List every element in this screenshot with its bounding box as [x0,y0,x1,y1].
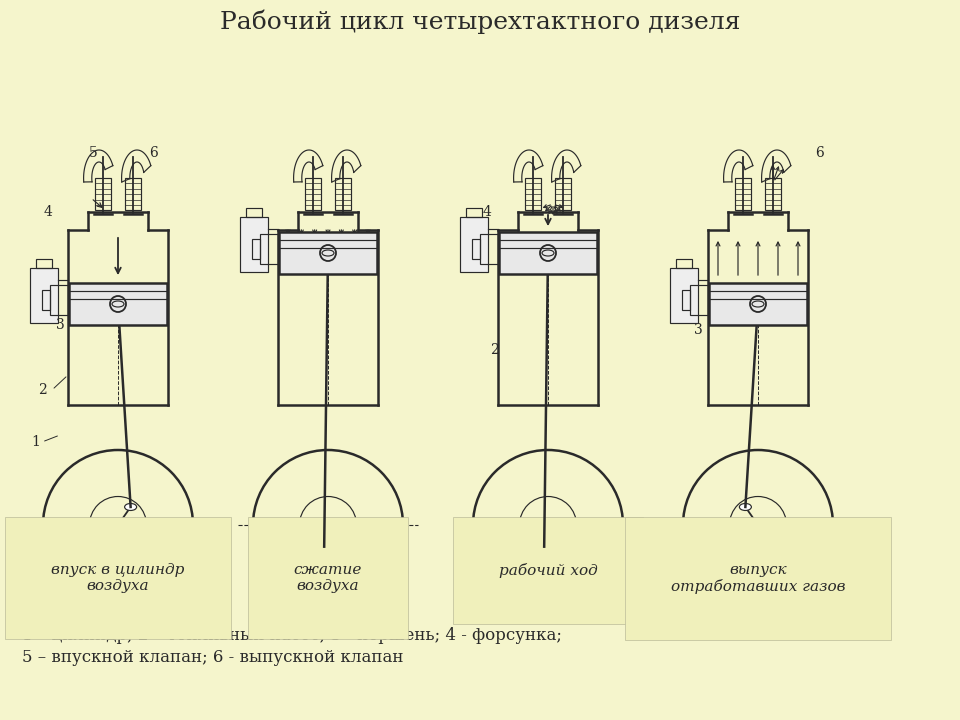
Text: 4: 4 [43,205,53,219]
Bar [676,259,692,268]
Bar [42,290,50,310]
Bar [525,178,541,210]
Text: 3: 3 [56,318,64,332]
Text: 5: 5 [88,146,97,160]
Bar [95,178,111,210]
Bar [240,217,268,272]
Text: 1: 1 [32,435,40,449]
Circle shape [115,522,121,528]
Text: выпуск
отработавших газов: выпуск отработавших газов [671,563,845,595]
Bar [555,178,571,210]
Bar [690,285,708,315]
Ellipse shape [318,543,330,550]
Circle shape [755,522,761,528]
Bar [125,178,141,210]
Bar [305,178,321,210]
Bar [480,234,498,264]
Bar [499,232,597,274]
Bar [50,285,68,315]
Bar [709,283,807,325]
Bar [735,178,751,210]
Circle shape [325,522,331,528]
Bar [30,268,58,323]
Bar [260,234,278,264]
Text: впуск в цилиндр
воздуха: впуск в цилиндр воздуха [51,563,184,593]
Bar [682,290,690,310]
Ellipse shape [125,503,136,510]
Bar [460,217,488,272]
Bar [765,178,781,210]
Text: 3: 3 [694,323,703,337]
Text: 6: 6 [816,146,825,160]
Text: 5 – впускной клапан; 6 - выпускной клапан: 5 – впускной клапан; 6 - выпускной клапа… [22,649,403,666]
Bar [69,283,167,325]
Text: 1 – цилиндр; 2 – топливный насос; 3 - поршень; 4 - форсунка;: 1 – цилиндр; 2 – топливный насос; 3 - по… [22,627,562,644]
Ellipse shape [539,543,550,550]
Bar [246,208,262,217]
Bar [670,268,698,323]
Text: 6: 6 [150,146,158,160]
Bar [36,259,52,268]
Ellipse shape [739,503,752,510]
Text: 2: 2 [37,383,46,397]
Text: 2: 2 [490,343,498,357]
Bar [472,239,480,259]
Text: Рабочий цикл четырехтактного дизеля: Рабочий цикл четырехтактного дизеля [220,10,740,35]
Circle shape [545,522,551,528]
Text: рабочий ход: рабочий ход [498,563,597,578]
Bar [252,239,260,259]
Bar [279,232,377,274]
Bar [335,178,351,210]
Bar [466,208,482,217]
Text: 4: 4 [483,205,492,219]
Text: сжатие
воздуха: сжатие воздуха [294,563,362,593]
